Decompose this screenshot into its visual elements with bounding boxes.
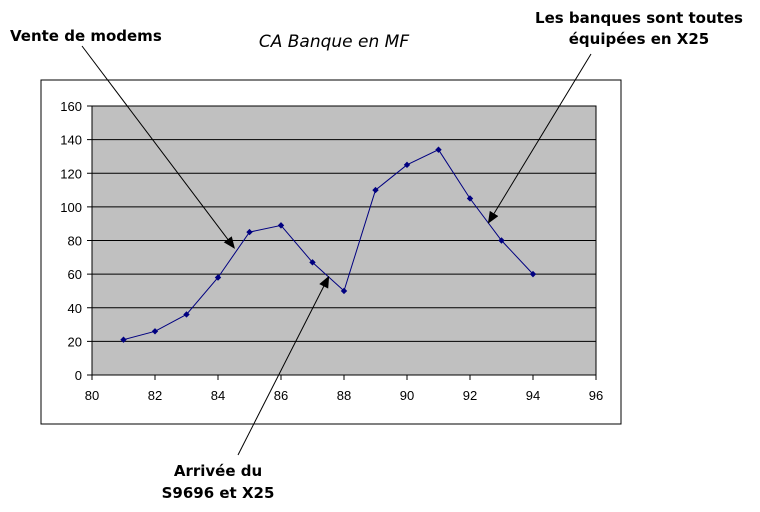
gridlines <box>92 139 596 342</box>
x-tick-label: 90 <box>400 388 414 403</box>
data-point-marker <box>309 259 316 266</box>
annotations-group: Vente de modems Arrivée du S9696 et X25 Les… <box>10 9 743 502</box>
annotation-line: Arrivée du <box>174 462 262 480</box>
data-point-marker <box>151 328 159 335</box>
data-point-marker <box>498 237 505 244</box>
x-tick-label: 94 <box>526 388 540 403</box>
data-point-marker <box>372 186 379 194</box>
annotation-label: Arrivée du S9696 et X25 <box>162 462 275 502</box>
x-tick-label: 80 <box>85 388 99 403</box>
x-tick-label: 82 <box>148 388 162 403</box>
y-tick-label: 120 <box>60 166 82 181</box>
data-point-marker <box>183 311 190 318</box>
y-tick-label: 40 <box>68 301 82 316</box>
data-point-marker <box>466 195 474 202</box>
annotation-line: S9696 et X25 <box>162 484 275 502</box>
annotation-label: Vente de modems <box>10 27 162 45</box>
data-point-marker <box>120 336 127 343</box>
annotation-arrow <box>81 45 235 249</box>
annotation-arrow <box>237 275 330 456</box>
x-tick-labels: 80 82 84 86 88 90 92 94 96 <box>85 375 603 403</box>
annotation-line: équipées en X25 <box>569 30 709 48</box>
annotation-label: Les banques sont toutes équipées en X25 <box>535 9 743 48</box>
y-tick-label: 80 <box>68 234 82 249</box>
annotation-arrow <box>487 53 592 224</box>
data-point-marker <box>403 161 411 169</box>
data-point-marker <box>214 274 222 281</box>
annotation-line: Les banques sont toutes <box>535 9 743 27</box>
y-tick-label: 140 <box>60 133 82 148</box>
y-tick-label: 0 <box>75 368 82 383</box>
y-tick-label: 20 <box>68 334 82 349</box>
data-point-marker <box>246 228 253 236</box>
y-tick-labels: 0 20 40 60 80 100 120 140 160 <box>60 99 92 383</box>
x-tick-label: 88 <box>337 388 351 403</box>
data-point-marker <box>340 287 348 295</box>
data-point-marker <box>435 146 442 153</box>
chart-title: CA Banque en MF <box>259 32 409 52</box>
data-point-marker <box>277 222 285 229</box>
y-tick-label: 100 <box>60 200 82 215</box>
x-tick-label: 86 <box>274 388 288 403</box>
x-tick-label: 84 <box>211 388 225 403</box>
y-tick-label: 160 <box>60 99 82 114</box>
y-tick-label: 60 <box>68 267 82 282</box>
annotation-line: Vente de modems <box>10 27 162 45</box>
x-tick-label: 92 <box>463 388 477 403</box>
x-tick-label: 96 <box>589 388 603 403</box>
data-point-marker <box>529 270 537 278</box>
